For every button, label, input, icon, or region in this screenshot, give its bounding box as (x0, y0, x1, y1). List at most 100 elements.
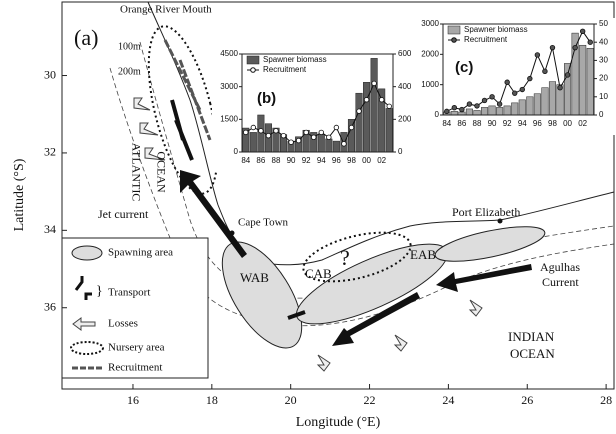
panel-label: (a) (74, 25, 98, 50)
recruitment-point (363, 97, 370, 103)
bar (332, 140, 340, 153)
annotation: Orange River Mouth (120, 4, 212, 16)
recruitment-point (557, 84, 563, 91)
y-axis-title: Latitude (°S) (12, 158, 27, 231)
recruitment-point (356, 108, 362, 114)
nursery-area-west (147, 25, 219, 195)
transport-arrow (170, 99, 306, 320)
recruitment-point (564, 72, 571, 78)
x-tick-label: 92 (302, 156, 311, 165)
agulhas-arrow-1 (436, 264, 532, 292)
jet-current-arrow (180, 170, 247, 258)
loss-arrow (139, 122, 159, 136)
legend-symbol (71, 245, 103, 261)
bar (473, 110, 481, 116)
recruitment-point (378, 97, 385, 103)
annotation: EAB (410, 247, 436, 262)
legend-label: Spawning area (108, 247, 173, 259)
legend-marker (451, 37, 457, 43)
loss-arrow (316, 354, 331, 372)
y-tick-label: 32 (44, 145, 56, 159)
city-dot (497, 218, 503, 224)
recruitment-point (326, 134, 332, 140)
bar (317, 134, 325, 153)
recruitment-point (386, 103, 392, 109)
x-tick-label: 86 (457, 119, 466, 128)
annotation: Agulhas (540, 260, 580, 274)
spawning-area-wab (221, 241, 303, 349)
y2-tick-label: 0 (398, 147, 403, 156)
x-axis-title: Longitude (°E) (296, 415, 381, 430)
y-tick-label: 30 (44, 67, 56, 81)
x-tick-label: 22 (364, 393, 376, 407)
recruitment-point (527, 75, 533, 82)
recruitment-point (288, 139, 294, 145)
bar (541, 87, 549, 116)
bar (496, 107, 504, 116)
legend-label: Spawner biomass (263, 55, 327, 64)
x-tick-label: 84 (442, 119, 451, 128)
recruitment-point (534, 52, 541, 58)
x-tick-label: 00 (563, 119, 572, 128)
x-tick-label: 84 (241, 156, 250, 165)
y-tick-label: 1500 (220, 114, 238, 123)
isobath-200m (109, 67, 615, 327)
x-tick-label: 96 (533, 119, 542, 128)
y-tick-label: 2000 (421, 49, 439, 58)
map-layer (109, 1, 615, 372)
bar (450, 111, 458, 116)
legend-label: Transport (108, 287, 150, 299)
agulhas-arrow-2 (332, 292, 420, 346)
legend-marker (250, 67, 256, 73)
x-tick-label: 26 (521, 393, 533, 407)
x-tick-label: 24 (442, 393, 454, 407)
recruitment-point (481, 97, 488, 104)
recruitment-point (572, 44, 578, 51)
loss-arrow (468, 299, 483, 317)
recruitment-point (280, 132, 287, 139)
y-tick-label: 0 (435, 110, 440, 119)
recruitment-point (512, 90, 518, 96)
recruitment-point (451, 105, 458, 111)
x-tick-label: 94 (518, 119, 527, 128)
y2-tick-label: 40 (599, 37, 608, 46)
x-tick-label: 90 (287, 156, 296, 165)
annotation: CAB (305, 266, 332, 281)
legend-label: Nursery area (108, 342, 165, 354)
legend-label: Recruitment (108, 362, 162, 374)
recruitment-point (295, 137, 302, 144)
inset-frame (442, 23, 595, 116)
bar (503, 105, 511, 116)
x-tick-label: 18 (206, 393, 218, 407)
x-tick-label: 88 (272, 156, 281, 165)
x-tick-label: 20 (285, 393, 297, 407)
legend-symbol (72, 317, 96, 331)
y2-tick-label: 20 (599, 74, 608, 83)
recruitment-point (318, 129, 324, 136)
annotation: Port Elizabeth (452, 205, 520, 219)
recruitment-point (341, 141, 347, 147)
recruitment-point (542, 68, 548, 75)
recruitment-arrows (163, 39, 212, 141)
annotation: Jet current (98, 207, 149, 221)
annotation: ? (340, 245, 350, 270)
annotation: 200m (118, 66, 141, 77)
bar (518, 99, 526, 116)
x-tick-label: 92 (503, 119, 512, 128)
panel-label: (c) (455, 59, 473, 76)
x-tick-label: 16 (127, 393, 139, 407)
bar (355, 92, 363, 153)
y2-tick-label: 50 (599, 19, 608, 28)
x-tick-label: 94 (317, 156, 326, 165)
x-tick-label: 02 (578, 119, 587, 128)
y-tick-label: 3000 (421, 19, 439, 28)
legend-swatch (246, 55, 260, 65)
city-dot (229, 230, 235, 236)
bar (363, 82, 371, 153)
y2-tick-label: 10 (599, 92, 608, 101)
y-tick-label: 36 (44, 299, 56, 313)
recruitment-point (371, 80, 377, 87)
loss-arrow (393, 334, 408, 352)
recruitment-point (489, 94, 495, 100)
y-tick-label: 3000 (220, 82, 238, 91)
